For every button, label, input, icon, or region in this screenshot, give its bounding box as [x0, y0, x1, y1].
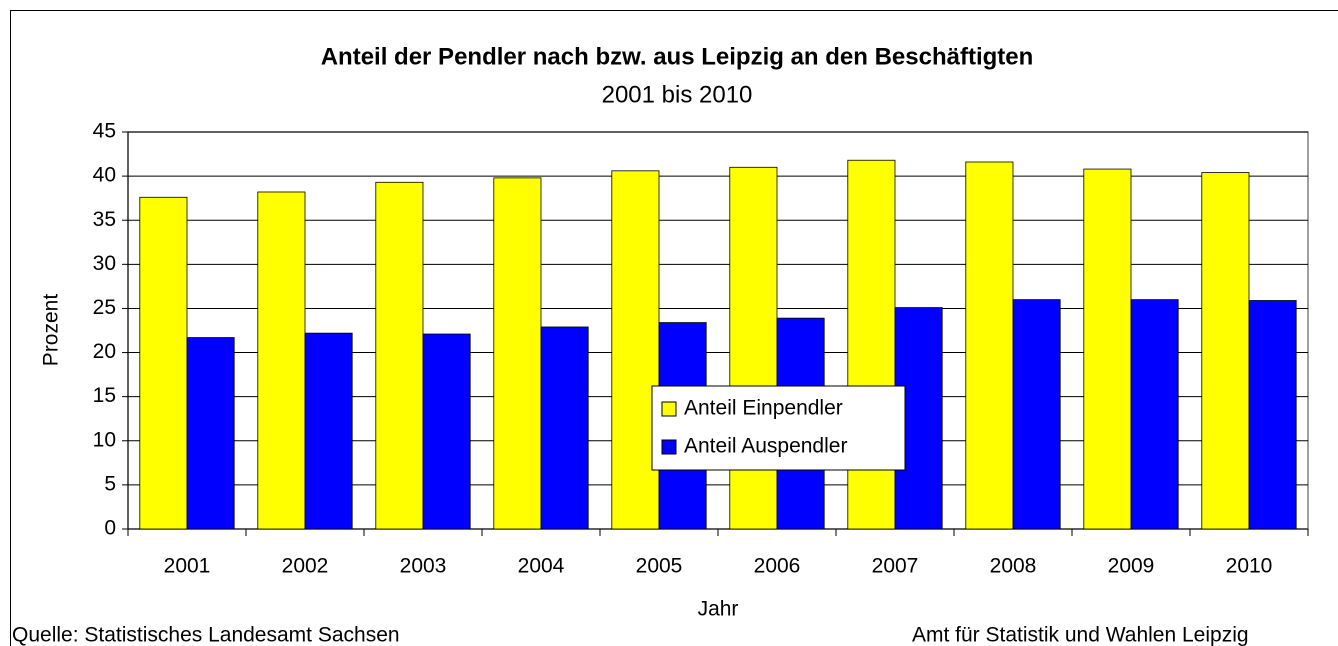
- y-tick-label: 40: [93, 164, 116, 187]
- bar: [965, 161, 1014, 530]
- chart-title: Anteil der Pendler nach bzw. aus Leipzig…: [321, 43, 1034, 70]
- legend-swatch: [661, 401, 677, 417]
- x-tick-label: 2010: [1226, 555, 1273, 578]
- bar: [540, 326, 589, 530]
- chart-subtitle: 2001 bis 2010: [602, 81, 753, 108]
- y-tick-label: 5: [104, 472, 116, 495]
- x-tick-label: 2007: [872, 555, 919, 578]
- y-tick-label: 25: [93, 296, 116, 319]
- bar: [186, 337, 235, 530]
- x-tick-label: 2009: [1108, 555, 1155, 578]
- y-axis-label: Prozent: [40, 294, 63, 367]
- bar: [1083, 168, 1132, 530]
- bar: [257, 191, 306, 530]
- credit-note: Amt für Statistik und Wahlen Leipzig: [912, 624, 1249, 646]
- source-note: Quelle: Statistisches Landesamt Sachsen: [12, 624, 400, 646]
- legend-label: Anteil Einpendler: [684, 397, 843, 420]
- bar: [611, 170, 660, 530]
- x-tick-label: 2005: [636, 555, 683, 578]
- y-tick-label: 10: [93, 428, 116, 451]
- legend-swatch: [661, 439, 677, 455]
- x-tick-label: 2004: [518, 555, 565, 578]
- x-axis-label: Jahr: [698, 598, 739, 621]
- bar: [139, 196, 188, 530]
- x-tick-label: 2002: [282, 555, 329, 578]
- bar: [1130, 299, 1179, 530]
- legend-label: Anteil Auspendler: [684, 435, 847, 458]
- x-tick-label: 2006: [754, 555, 801, 578]
- bar: [729, 166, 778, 530]
- x-tick-label: 2008: [990, 555, 1037, 578]
- bar: [493, 177, 542, 530]
- bar: [847, 159, 896, 530]
- y-tick-label: 15: [93, 384, 116, 407]
- y-tick-label: 45: [93, 120, 116, 143]
- bar: [1201, 172, 1250, 530]
- bar: [422, 333, 471, 530]
- bar: [375, 181, 424, 530]
- y-tick-label: 0: [104, 517, 116, 540]
- x-tick-label: 2003: [400, 555, 447, 578]
- bar: [1248, 300, 1297, 530]
- y-tick-label: 35: [93, 208, 116, 231]
- y-tick-label: 30: [93, 252, 116, 275]
- y-tick-label: 20: [93, 340, 116, 363]
- bar: [1012, 299, 1061, 530]
- x-tick-label: 2001: [164, 555, 211, 578]
- legend-box: [651, 385, 906, 471]
- bar: [304, 332, 353, 530]
